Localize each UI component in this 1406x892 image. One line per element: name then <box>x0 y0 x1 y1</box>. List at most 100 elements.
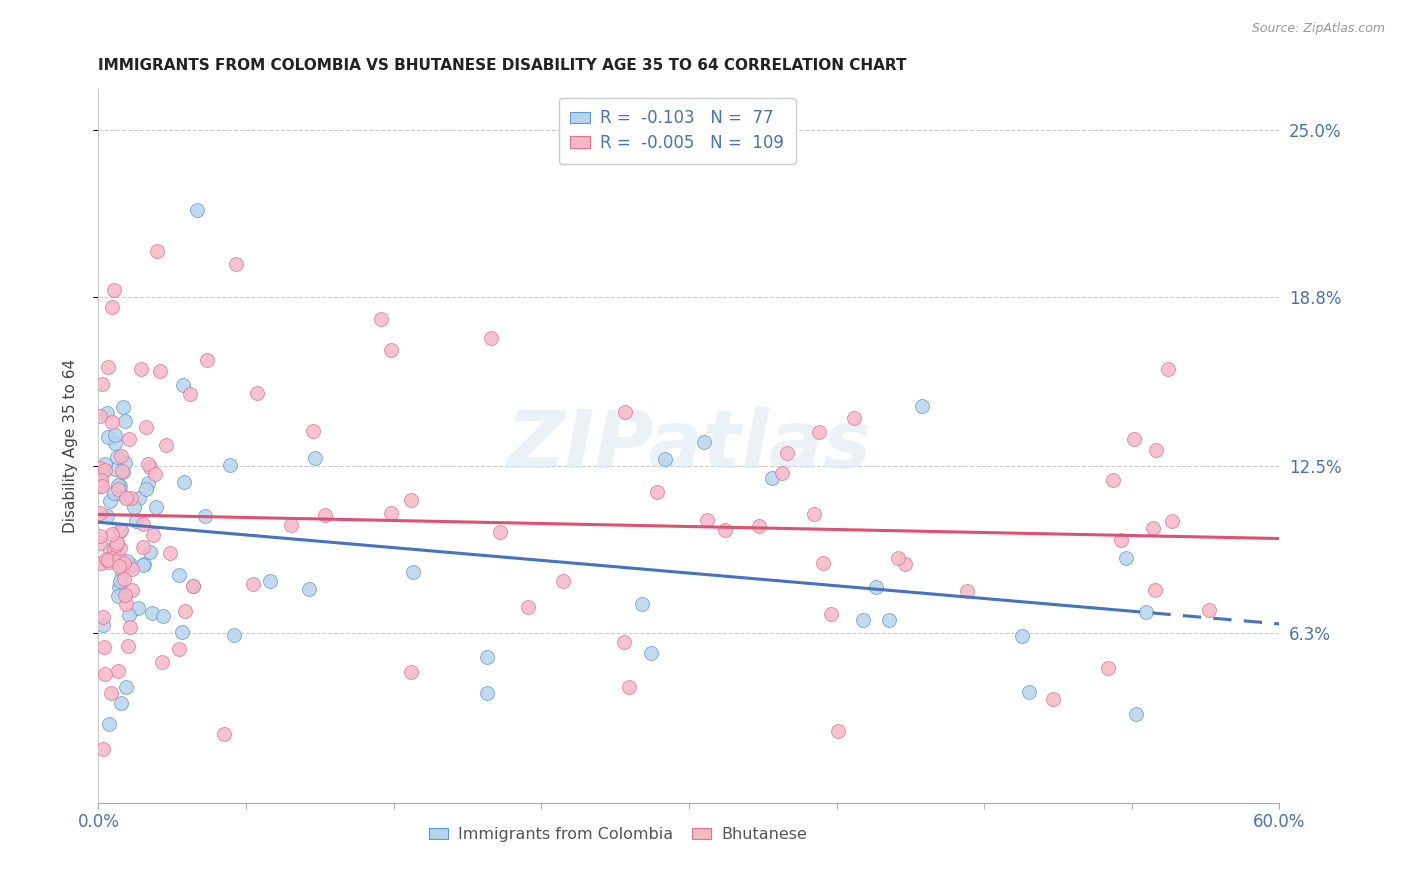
Point <box>479 331 502 345</box>
Point <box>89 460 111 475</box>
Point <box>477 686 499 700</box>
Point <box>120 491 142 505</box>
Text: IMMIGRANTS FROM COLOMBIA VS BHUTANESE DISABILITY AGE 35 TO 64 CORRELATION CHART: IMMIGRANTS FROM COLOMBIA VS BHUTANESE DI… <box>98 58 907 73</box>
Point <box>90 467 112 482</box>
Point <box>1102 473 1125 487</box>
Point <box>97 552 120 566</box>
Point <box>107 478 129 492</box>
Point <box>304 451 326 466</box>
Point <box>120 558 142 572</box>
Point <box>143 467 166 482</box>
Point <box>107 589 129 603</box>
Point <box>114 456 136 470</box>
Point <box>776 446 799 460</box>
Point <box>475 650 498 665</box>
Point <box>93 610 115 624</box>
Point <box>489 524 512 539</box>
Point <box>89 479 111 493</box>
Point <box>159 546 181 560</box>
Point <box>748 518 770 533</box>
Point <box>865 580 887 594</box>
Point <box>120 620 142 634</box>
Point <box>516 599 538 614</box>
Point <box>111 464 134 478</box>
Point <box>131 540 153 554</box>
Point <box>852 613 875 627</box>
Point <box>110 696 132 710</box>
Point <box>105 535 128 549</box>
Point <box>1115 550 1137 565</box>
Point <box>136 475 159 490</box>
Point <box>761 471 783 485</box>
Point <box>111 401 134 415</box>
Point <box>298 582 321 597</box>
Point <box>118 432 141 446</box>
Text: Source: ZipAtlas.com: Source: ZipAtlas.com <box>1251 22 1385 36</box>
Point <box>112 572 135 586</box>
Point <box>121 582 143 597</box>
Point <box>96 509 118 524</box>
Point <box>1143 583 1166 598</box>
Point <box>128 491 150 505</box>
Point <box>98 493 121 508</box>
Point <box>107 559 129 574</box>
Point <box>1142 521 1164 535</box>
Point <box>172 625 194 640</box>
Point <box>879 613 901 627</box>
Point <box>121 562 143 576</box>
Point <box>402 565 425 579</box>
Point <box>89 536 111 550</box>
Point <box>167 642 190 657</box>
Point <box>103 462 125 476</box>
Point <box>101 527 124 541</box>
Y-axis label: Disability Age 35 to 64: Disability Age 35 to 64 <box>63 359 77 533</box>
Point <box>100 686 122 700</box>
Point <box>135 482 157 496</box>
Point <box>108 524 131 539</box>
Point <box>813 556 835 570</box>
Point <box>104 436 127 450</box>
Point <box>115 597 138 611</box>
Point <box>107 482 129 496</box>
Point <box>110 487 132 501</box>
Point <box>100 542 122 557</box>
Point <box>90 466 112 480</box>
Point <box>100 549 122 564</box>
Point <box>111 566 134 581</box>
Point <box>770 466 793 480</box>
Point <box>1135 605 1157 619</box>
Point <box>89 506 111 520</box>
Point <box>107 552 129 566</box>
Point <box>101 300 124 314</box>
Point <box>380 506 402 520</box>
Point <box>186 203 208 218</box>
Point <box>631 597 654 611</box>
Point <box>96 406 118 420</box>
Point <box>114 588 136 602</box>
Point <box>114 680 136 694</box>
Point <box>314 508 336 523</box>
Point <box>619 681 641 695</box>
Point <box>91 742 114 756</box>
Point <box>1042 692 1064 706</box>
Point <box>280 518 302 533</box>
Point <box>146 244 169 258</box>
Point <box>894 557 917 571</box>
Point <box>103 541 125 556</box>
Point <box>692 435 714 450</box>
Point <box>194 509 217 524</box>
Point <box>640 646 662 660</box>
Point <box>104 554 127 568</box>
Point <box>174 604 197 618</box>
Point <box>114 491 136 506</box>
Point <box>149 364 172 378</box>
Point <box>145 500 167 515</box>
Point <box>97 430 120 444</box>
Point <box>114 414 136 428</box>
Point <box>103 283 125 297</box>
Point <box>97 555 120 569</box>
Point <box>242 577 264 591</box>
Point <box>212 726 235 740</box>
Point <box>132 558 155 572</box>
Point <box>1157 362 1180 376</box>
